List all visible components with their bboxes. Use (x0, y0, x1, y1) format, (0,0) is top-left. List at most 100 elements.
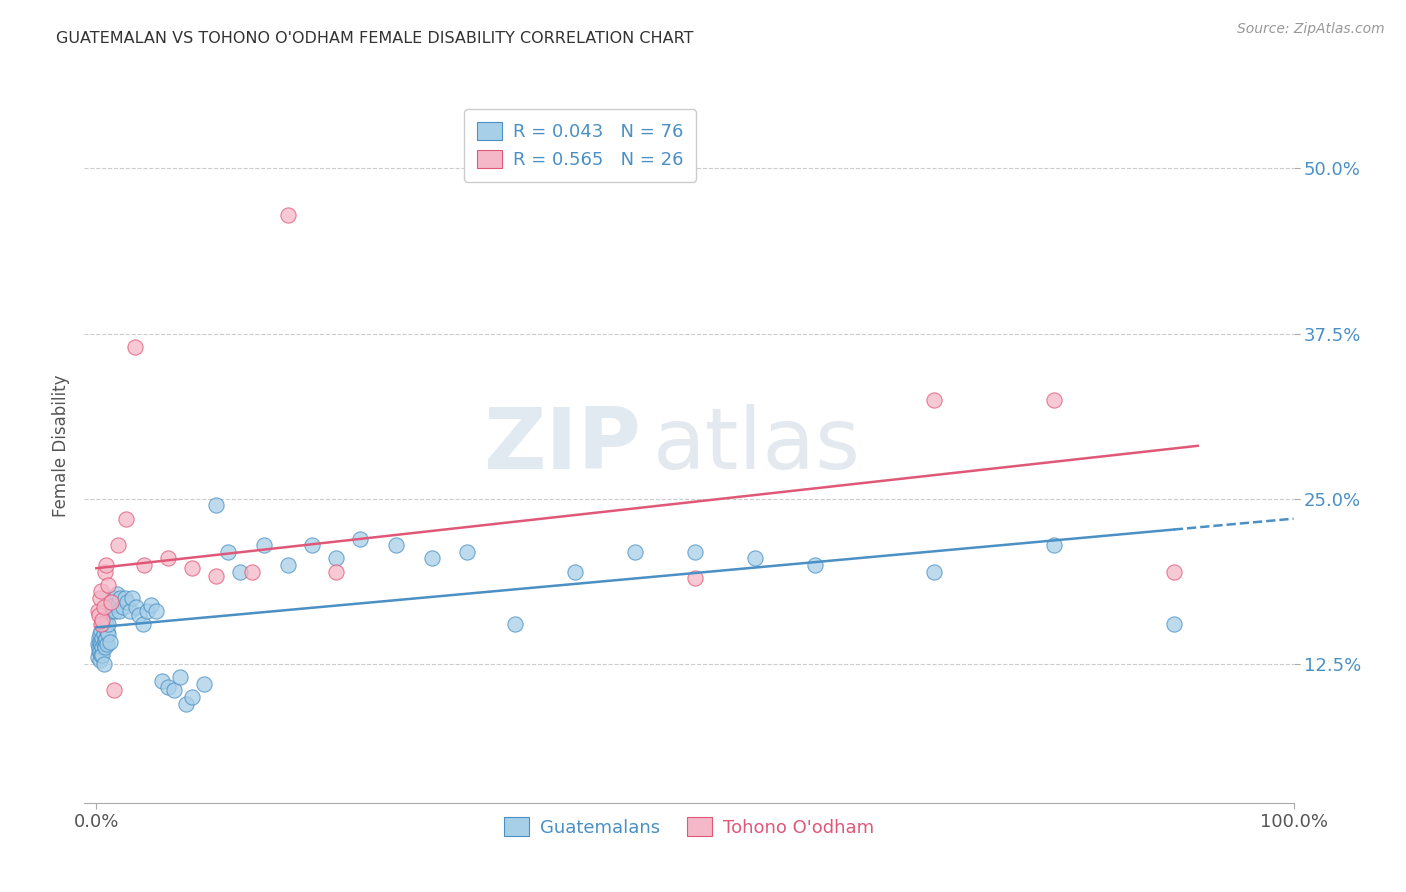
Point (91, 614, 114, 628)
Point (103, 598, 125, 612)
Point (744, 551, 766, 566)
Text: Source: ZipAtlas.com: Source: ZipAtlas.com (1237, 22, 1385, 37)
Point (90, 637, 112, 651)
Point (104, 604, 127, 618)
Point (90, 617, 112, 632)
Point (91, 631, 114, 645)
Point (141, 598, 163, 612)
Point (349, 532, 371, 546)
Point (97, 626, 120, 640)
Point (91, 617, 114, 632)
Point (181, 560, 204, 574)
Point (103, 683, 125, 698)
Point (325, 565, 347, 579)
Point (1043, 392, 1066, 407)
Point (91, 648, 114, 662)
Point (111, 600, 134, 615)
Point (205, 499, 228, 513)
Point (94, 558, 117, 572)
Point (683, 571, 706, 585)
Point (93, 565, 115, 579)
Point (89, 634, 111, 648)
Point (1163, 565, 1185, 579)
Point (93, 633, 115, 648)
Point (117, 595, 139, 609)
Point (420, 551, 443, 566)
Point (87, 644, 110, 658)
Point (97, 617, 120, 632)
Point (115, 511, 138, 525)
Point (118, 604, 141, 618)
Point (96, 637, 118, 651)
Point (110, 591, 132, 605)
Point (89, 653, 111, 667)
Text: GUATEMALAN VS TOHONO O'ODHAM FEMALE DISABILITY CORRELATION CHART: GUATEMALAN VS TOHONO O'ODHAM FEMALE DISA… (56, 31, 693, 46)
Point (93, 600, 115, 615)
Point (169, 670, 191, 684)
Point (97, 578, 120, 592)
Point (93, 626, 115, 640)
Point (384, 538, 406, 552)
Point (89, 644, 111, 658)
Point (91, 640, 114, 654)
Point (121, 591, 143, 605)
Point (277, 558, 299, 572)
Point (229, 565, 252, 579)
Point (132, 617, 155, 632)
Point (90, 648, 112, 662)
Point (150, 674, 173, 689)
Point (253, 538, 276, 552)
Point (124, 340, 146, 354)
Point (181, 690, 204, 704)
Point (240, 565, 263, 579)
Point (96, 624, 118, 638)
Point (624, 545, 647, 559)
Point (100, 604, 122, 618)
Point (1043, 538, 1066, 552)
Point (89, 626, 111, 640)
Point (86, 604, 108, 618)
Point (101, 600, 124, 615)
Legend: Guatemalans, Tohono O'odham: Guatemalans, Tohono O'odham (496, 810, 882, 844)
Text: atlas: atlas (652, 404, 860, 488)
Point (93, 637, 115, 651)
Point (325, 551, 347, 566)
Point (107, 598, 129, 612)
Point (683, 545, 706, 559)
Point (456, 545, 478, 559)
Point (94, 617, 117, 632)
Point (301, 538, 323, 552)
Point (86, 650, 108, 665)
Point (193, 677, 215, 691)
Point (107, 538, 129, 552)
Point (87, 608, 110, 623)
Point (93, 657, 115, 671)
Point (205, 568, 228, 582)
Point (89, 591, 111, 605)
Point (87, 640, 110, 654)
Point (134, 558, 156, 572)
Point (803, 558, 825, 572)
Point (125, 600, 148, 615)
Point (98, 634, 121, 648)
Point (86, 637, 108, 651)
Point (277, 208, 299, 222)
Point (87, 631, 110, 645)
Point (217, 545, 239, 559)
Point (93, 617, 115, 632)
Point (94, 631, 117, 645)
Text: ZIP: ZIP (482, 404, 641, 488)
Point (924, 392, 946, 407)
Point (564, 565, 586, 579)
Point (105, 587, 128, 601)
Point (163, 683, 186, 698)
Point (128, 608, 150, 623)
Point (90, 624, 112, 638)
Point (157, 551, 180, 566)
Point (100, 595, 122, 609)
Point (924, 565, 946, 579)
Point (505, 617, 527, 632)
Point (145, 604, 167, 618)
Point (93, 640, 115, 654)
Point (135, 604, 157, 618)
